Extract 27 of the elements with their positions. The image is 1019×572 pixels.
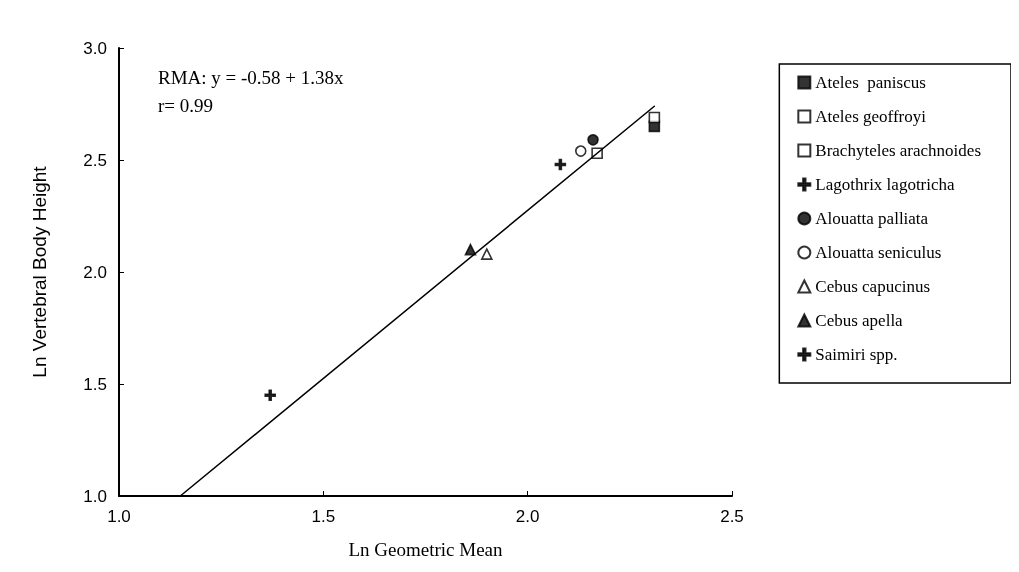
y-tick-label: 2.5 bbox=[83, 150, 107, 170]
point bbox=[481, 248, 493, 260]
legend-label: Ateles paniscus bbox=[815, 73, 926, 92]
annotation: r= 0.99 bbox=[158, 95, 214, 116]
legend-label: Alouatta seniculus bbox=[815, 243, 942, 262]
x-tick-label: 1.0 bbox=[107, 507, 131, 526]
y-tick-label: 1.5 bbox=[83, 374, 107, 394]
legend-label: Cebus capucinus bbox=[815, 277, 931, 296]
x-tick-label: 1.5 bbox=[311, 507, 336, 526]
point bbox=[575, 145, 587, 157]
legend-label: Saimiri spp. bbox=[815, 345, 898, 364]
legend-label: Lagothrix lagotricha bbox=[815, 175, 956, 194]
legend-label: Ateles geoffroyi bbox=[815, 107, 927, 126]
annotation: RMA: y = -0.58 + 1.38x bbox=[158, 67, 345, 88]
legend-label: Cebus apella bbox=[815, 311, 904, 330]
x-tick-label: 2.0 bbox=[515, 507, 540, 526]
legend-label: Alouatta palliata bbox=[815, 209, 929, 228]
legend-label: Brachyteles arachnoides bbox=[815, 141, 982, 160]
point bbox=[264, 389, 277, 401]
point bbox=[587, 134, 599, 146]
y-tick-label: 3.0 bbox=[83, 38, 107, 58]
point bbox=[648, 111, 661, 124]
x-axis-title: Ln Geometric Mean bbox=[348, 539, 504, 560]
y-tick-label: 2.0 bbox=[83, 262, 107, 282]
y-tick-label: 1.0 bbox=[83, 486, 107, 506]
y-axis-title: Ln Vertebral Body Height bbox=[29, 165, 50, 378]
x-tick-label: 2.5 bbox=[720, 507, 744, 526]
